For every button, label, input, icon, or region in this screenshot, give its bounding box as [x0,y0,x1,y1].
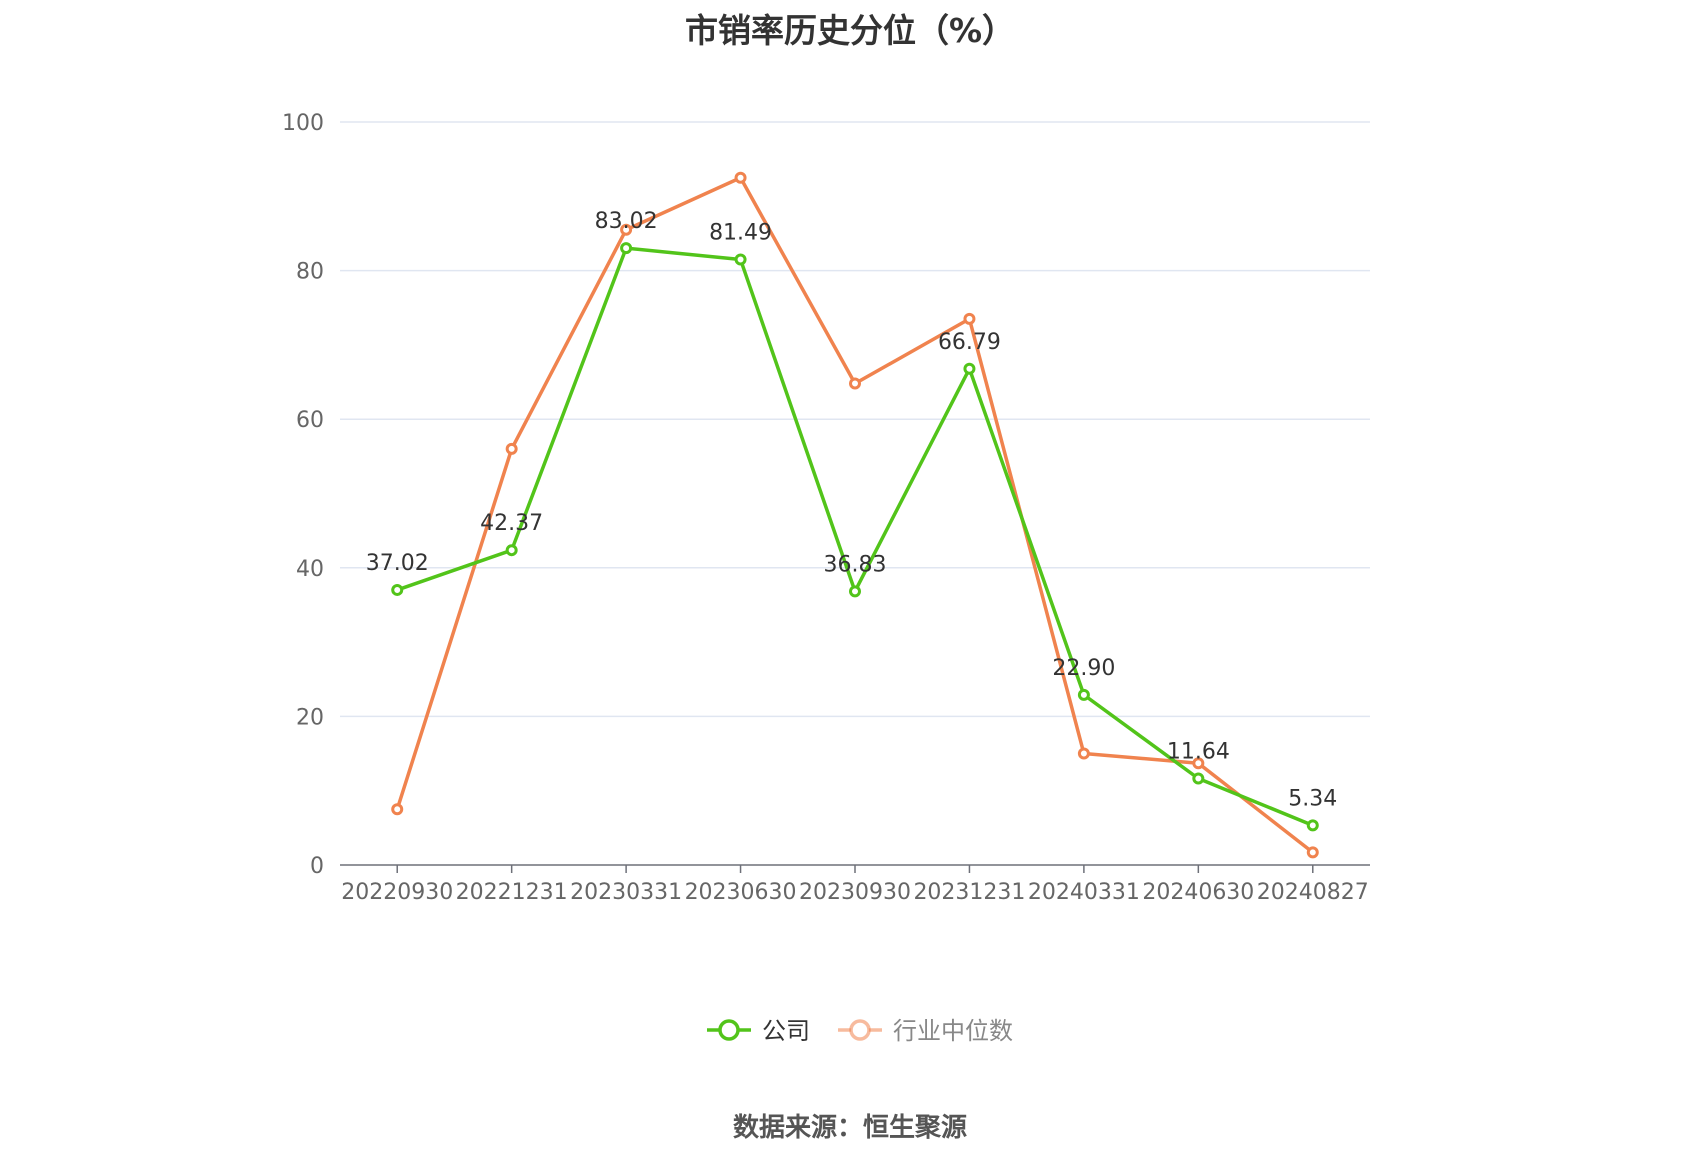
x-tick-label: 20230331 [570,880,682,905]
data-point [391,803,404,816]
data-point [1077,747,1090,760]
y-axis: 0 20 40 60 80 100 [282,111,324,879]
data-label: 5.34 [1288,786,1337,811]
data-point [391,583,404,596]
grid-lines [340,121,1370,718]
x-tick-label: 20230930 [799,880,911,905]
data-label: 37.02 [366,551,429,576]
legend-item-industry[interactable]: 行业中位数 [838,1017,1013,1045]
data-point [1306,819,1319,832]
data-point [734,171,747,184]
data-point [505,544,518,557]
legend[interactable]: 公司 行业中位数 [707,1017,1013,1045]
data-point [849,585,861,598]
data-point [620,223,633,236]
y-tick-label: 20 [296,705,324,730]
data-label: 11.64 [1167,740,1230,765]
data-point [1306,846,1319,859]
data-label: 66.79 [938,330,1001,355]
x-tick-label: 20240630 [1142,880,1254,905]
data-labels: 37.02 42.37 83.02 81.49 36.83 66.79 22.90 11.64… [366,209,1338,811]
data-label: 83.02 [595,209,658,234]
data-point [620,242,633,255]
data-label: 36.83 [824,552,887,577]
series-layer [391,171,1319,859]
x-tick-label: 20240331 [1028,880,1140,905]
data-point [963,362,976,375]
x-tick-label: 20231231 [913,880,1025,905]
legend-item-company[interactable]: 公司 [707,1017,810,1045]
legend-marker [849,1019,871,1041]
data-point [1077,688,1090,701]
legend-label: 公司 [762,1017,810,1045]
chart-title: 市销率历史分位（%） [684,11,1016,50]
y-tick-label: 40 [296,557,324,582]
data-point [849,377,861,390]
data-point [963,312,976,325]
y-tick-label: 100 [282,111,324,136]
data-label: 22.90 [1052,656,1115,681]
y-tick-label: 60 [296,408,324,433]
data-point [505,442,518,455]
data-point [1192,772,1205,785]
data-point [734,253,747,266]
x-tick-label: 20221231 [456,880,568,905]
legend-marker [718,1019,740,1041]
x-axis: 20220930 20221231 20230331 20230630 20230930… [340,864,1370,905]
legend-label: 行业中位数 [893,1017,1013,1045]
y-tick-label: 80 [296,260,324,285]
x-tick-label: 20240827 [1257,880,1369,905]
data-point [1192,757,1205,770]
data-label: 81.49 [709,221,772,246]
x-tick-label: 20230630 [685,880,797,905]
data-source: 数据来源：恒生聚源 [732,1113,967,1143]
data-label: 42.37 [480,511,543,536]
x-tick-label: 20220930 [341,880,453,905]
y-tick-label: 0 [310,854,324,879]
